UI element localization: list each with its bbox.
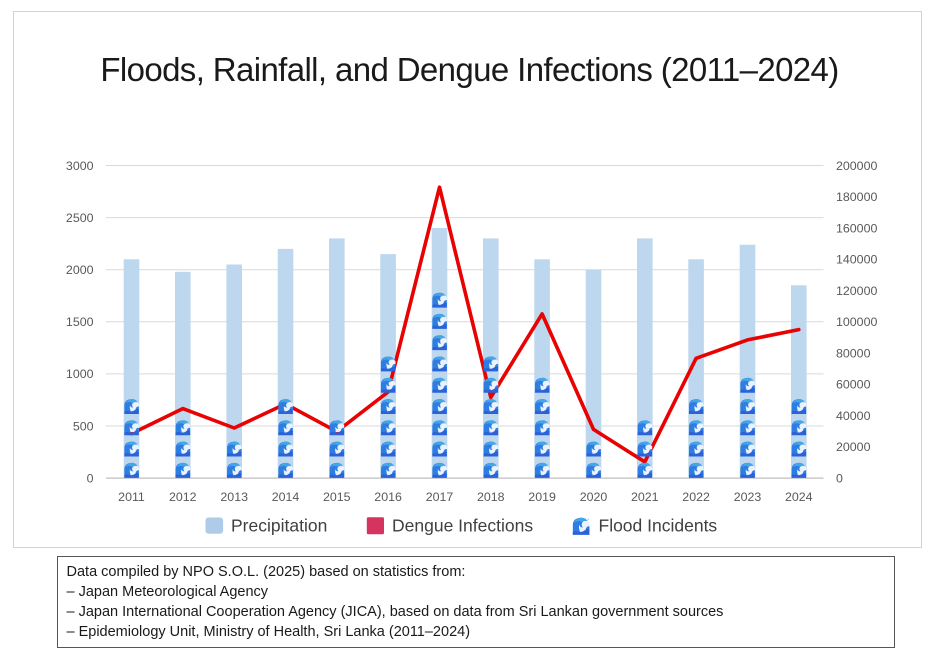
svg-text:2021: 2021 [631,490,659,504]
svg-text:2019: 2019 [528,490,556,504]
svg-text:Dengue Infections: Dengue Infections [392,516,533,536]
svg-text:160000: 160000 [836,221,877,235]
svg-text:2014: 2014 [272,490,300,504]
svg-text:0: 0 [87,471,94,485]
svg-text:2500: 2500 [66,211,94,225]
svg-text:1500: 1500 [66,315,94,329]
svg-text:2015: 2015 [323,490,351,504]
svg-text:60000: 60000 [836,378,871,392]
svg-text:Precipitation: Precipitation [231,516,327,536]
svg-text:80000: 80000 [836,346,871,360]
svg-text:100000: 100000 [836,315,877,329]
svg-text:2012: 2012 [169,490,197,504]
svg-text:2013: 2013 [220,490,248,504]
svg-text:40000: 40000 [836,409,871,423]
svg-text:2024: 2024 [785,490,813,504]
svg-text:2018: 2018 [477,490,505,504]
svg-text:2000: 2000 [66,263,94,277]
svg-text:20000: 20000 [836,440,871,454]
svg-text:200000: 200000 [836,159,877,173]
svg-text:120000: 120000 [836,284,877,298]
svg-text:500: 500 [73,419,94,433]
svg-text:0: 0 [836,471,843,485]
svg-text:2016: 2016 [374,490,402,504]
svg-text:2023: 2023 [734,490,762,504]
svg-text:2017: 2017 [426,490,454,504]
svg-text:3000: 3000 [66,159,94,173]
svg-text:2011: 2011 [118,490,145,504]
svg-text:140000: 140000 [836,253,877,267]
svg-text:180000: 180000 [836,190,877,204]
svg-text:1000: 1000 [66,367,94,381]
svg-text:2022: 2022 [682,490,710,504]
svg-text:Flood Incidents: Flood Incidents [599,516,718,536]
svg-text:2020: 2020 [580,490,608,504]
